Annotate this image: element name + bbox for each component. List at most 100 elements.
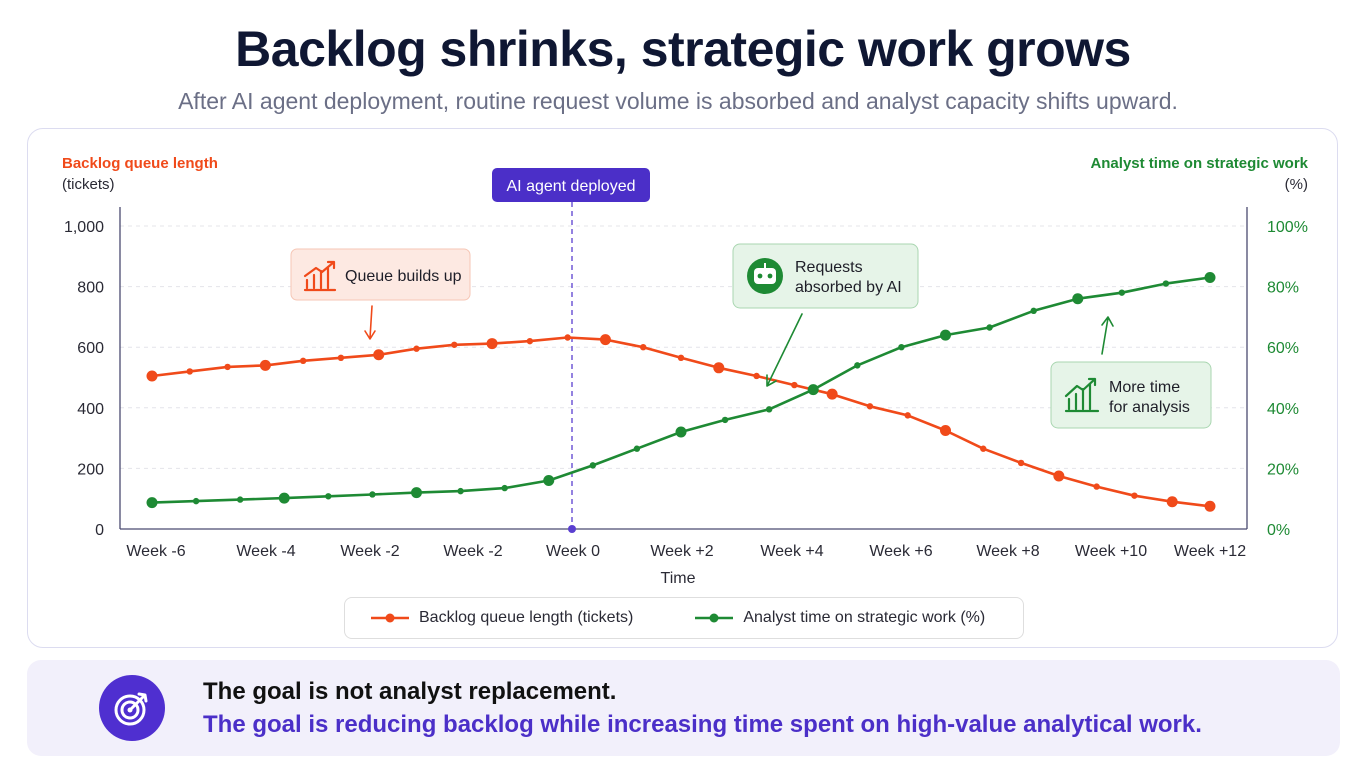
data-point-strategic: [1118, 289, 1126, 296]
legend-swatch-backlog: [371, 613, 409, 623]
data-point-backlog: [1166, 496, 1178, 508]
data-point-backlog: [1093, 483, 1100, 490]
data-point-backlog: [753, 372, 760, 380]
legend-item-backlog: Backlog queue length (tickets): [371, 609, 633, 627]
y-right-tick-label: 0%: [1267, 522, 1290, 539]
y-left-tick-label: 200: [77, 461, 104, 478]
data-point-strategic: [236, 496, 244, 503]
takeaway-line-1: The goal is not analyst replacement.: [203, 678, 617, 705]
data-point-strategic: [501, 484, 508, 492]
deployment-marker-dot: [568, 525, 576, 533]
takeaway-line-2: The goal is reducing backlog while incre…: [203, 711, 1202, 738]
deployment-marker-label: AI agent deployed: [507, 178, 636, 195]
key-takeaway-banner: The goal is not analyst replacement. The…: [27, 660, 1340, 756]
data-point-strategic: [765, 406, 773, 413]
x-tick-label: Week -2: [340, 543, 399, 560]
data-point-strategic: [325, 493, 332, 500]
callout-absorbed-line1: Requests: [795, 259, 863, 276]
data-point-strategic: [1162, 280, 1170, 287]
callout-analysis-line1: More time: [1109, 379, 1180, 396]
y-right-axis-unit: (%): [1285, 176, 1308, 193]
data-point-backlog: [791, 381, 798, 389]
data-point-backlog: [186, 368, 193, 375]
data-point-strategic: [1072, 293, 1084, 305]
data-point-strategic: [940, 329, 951, 341]
y-right-tick-label: 80%: [1267, 280, 1299, 297]
x-axis-title: Time: [661, 570, 696, 587]
data-point-backlog: [1017, 459, 1025, 467]
chart-legend: Backlog queue length (tickets) Analyst t…: [344, 597, 1024, 639]
robot-icon-eye: [757, 273, 763, 279]
legend-item-strategic: Analyst time on strategic work (%): [695, 609, 985, 627]
data-point-strategic: [854, 362, 861, 369]
data-point-backlog: [564, 334, 571, 341]
robot-icon-eye: [767, 273, 773, 279]
data-point-strategic: [898, 344, 905, 351]
data-point-backlog: [1131, 492, 1138, 499]
data-point-backlog: [1204, 500, 1216, 512]
page-subtitle: After AI agent deployment, routine reque…: [178, 88, 1178, 114]
data-point-backlog: [146, 370, 158, 382]
page-title: Backlog shrinks, strategic work grows: [235, 21, 1131, 77]
bar-chart-up-icon: [1064, 377, 1100, 413]
x-tick-label: Week +2: [650, 543, 713, 560]
data-point-strategic: [411, 487, 422, 499]
data-point-backlog: [299, 357, 307, 365]
legend-label-strategic: Analyst time on strategic work (%): [743, 609, 986, 626]
data-point-backlog: [599, 334, 611, 346]
data-point-backlog: [526, 337, 534, 345]
x-tick-label: Week 0: [546, 543, 600, 560]
data-point-strategic: [807, 384, 819, 396]
y-left-axis-title: Backlog queue length: [62, 155, 218, 172]
data-point-backlog: [677, 354, 685, 362]
data-point-backlog: [980, 445, 987, 452]
data-point-backlog: [1053, 470, 1065, 482]
y-right-tick-label: 100%: [1267, 219, 1308, 236]
y-right-tick-label: 40%: [1267, 401, 1299, 418]
x-tick-label: Week -4: [236, 543, 295, 560]
x-tick-label: Week +8: [976, 543, 1039, 560]
x-tick-label: Week +6: [869, 543, 932, 560]
data-point-strategic: [278, 492, 290, 504]
y-left-tick-label: 0: [95, 522, 104, 539]
data-point-backlog: [413, 345, 420, 352]
data-point-strategic: [1204, 272, 1216, 284]
y-right-axis-title: Analyst time on strategic work: [1090, 155, 1308, 172]
data-point-strategic: [1030, 307, 1037, 315]
data-point-backlog: [373, 349, 385, 361]
data-point-backlog: [940, 425, 951, 437]
robot-icon-face: [754, 268, 776, 284]
callout-queue-label: Queue builds up: [345, 268, 462, 285]
data-point-strategic: [369, 491, 376, 498]
x-tick-label: Week +12: [1174, 543, 1246, 560]
data-point-strategic: [986, 324, 993, 331]
callout-queue-box: [290, 248, 471, 301]
x-tick-label: Week -6: [126, 543, 185, 560]
data-point-backlog: [640, 344, 647, 351]
y-left-tick-label: 800: [77, 280, 104, 297]
data-point-backlog: [826, 388, 838, 400]
y-left-tick-label: 600: [77, 340, 104, 357]
x-tick-label: Week +10: [1075, 543, 1147, 560]
data-point-backlog: [713, 362, 725, 374]
callout-analysis-arrow: [1101, 316, 1114, 355]
y-right-tick-label: 60%: [1267, 340, 1299, 357]
callout-queue-arrow: [364, 305, 376, 340]
data-point-strategic: [633, 445, 641, 452]
data-point-backlog: [904, 412, 911, 419]
callout-absorbed-arrow: [766, 313, 803, 387]
callout-absorbed-line2: absorbed by AI: [795, 279, 902, 296]
data-point-backlog: [259, 359, 271, 371]
x-tick-label: Week +4: [760, 543, 823, 560]
data-point-strategic: [589, 462, 597, 469]
legend-label-backlog: Backlog queue length (tickets): [419, 609, 634, 626]
data-point-backlog: [337, 354, 345, 362]
data-point-backlog: [486, 338, 498, 350]
data-point-backlog: [224, 363, 231, 371]
data-point-backlog: [866, 403, 874, 410]
legend-swatch-strategic: [695, 613, 734, 623]
data-point-strategic: [543, 475, 555, 487]
callout-analysis-line2: for analysis: [1109, 399, 1190, 416]
y-left-axis-unit: (tickets): [62, 176, 115, 193]
